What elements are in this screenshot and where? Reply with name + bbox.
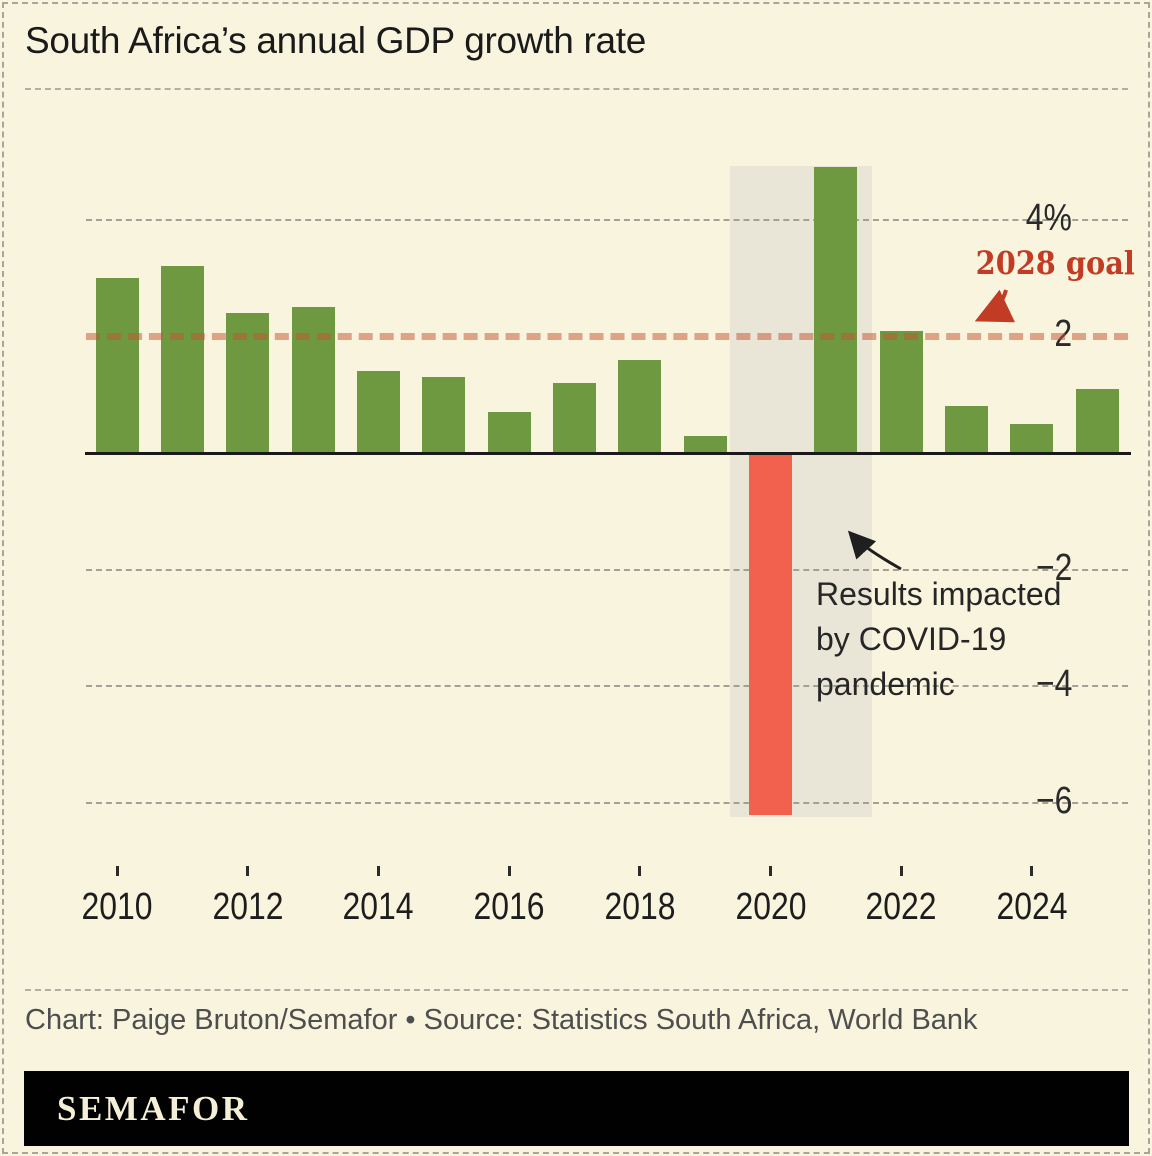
semafor-logo-bar: SEMAFOR — [24, 1071, 1129, 1146]
bar-2010 — [95, 278, 139, 453]
goal-target-line — [86, 333, 1128, 340]
x-tick-2024 — [1030, 866, 1034, 876]
x-tick-2014 — [376, 866, 380, 876]
bar-2017 — [552, 383, 596, 453]
x-tick-2016 — [507, 866, 511, 876]
bar-2020 — [749, 453, 792, 815]
gridline--6 — [86, 801, 1128, 804]
x-tick-2010 — [115, 866, 119, 876]
chart-title: South Africa’s annual GDP growth rate — [25, 20, 647, 61]
bar-2018 — [618, 359, 662, 453]
bar-2021 — [814, 167, 858, 453]
x-axis-label-2020: 2020 — [734, 886, 807, 928]
goal-label: 2028 goal — [975, 244, 1135, 282]
x-axis-label-2018: 2018 — [604, 886, 676, 928]
x-axis-label-2016: 2016 — [473, 886, 545, 928]
semafor-wordmark: SEMAFOR — [57, 1089, 250, 1128]
x-tick-2020 — [769, 866, 772, 876]
bar-2014 — [356, 371, 400, 453]
bar-2022 — [879, 330, 923, 453]
x-axis-label-2014: 2014 — [342, 886, 414, 928]
bar-2016 — [487, 412, 531, 453]
bar-2013 — [291, 307, 335, 453]
credit-line: Chart: Paige Bruton/Semafor • Source: St… — [25, 1004, 978, 1036]
bar-2011 — [160, 266, 204, 453]
covid-annotation: Results impacted by COVID-19 pandemic — [816, 572, 1061, 707]
bar-2023 — [945, 406, 989, 453]
footer-divider — [25, 989, 1128, 991]
title-divider — [25, 88, 1128, 90]
x-axis-label-2022: 2022 — [865, 886, 937, 928]
y-axis-label-4: 4% — [1025, 196, 1072, 239]
x-axis-label-2012: 2012 — [212, 886, 284, 928]
bar-2019 — [683, 435, 727, 453]
x-axis-label-2024: 2024 — [996, 886, 1068, 928]
gridline--2 — [86, 568, 1128, 571]
covid-annotation-line3: pandemic — [816, 666, 955, 702]
x-tick-2018 — [638, 866, 642, 876]
gridline--4 — [86, 685, 1128, 688]
x-axis-label-2010: 2010 — [81, 886, 153, 928]
gridline-4 — [86, 218, 1128, 221]
y-axis-label--2: −2 — [1035, 546, 1072, 589]
x-axis-baseline — [85, 452, 1131, 455]
covid-annotation-line2: by COVID-19 — [816, 621, 1007, 657]
y-axis-label--6: −6 — [1035, 779, 1072, 822]
bar-2024 — [1010, 423, 1054, 453]
covid-annotation-line1: Results impacted — [816, 576, 1062, 612]
bar-2015 — [422, 377, 466, 453]
x-tick-2012 — [246, 866, 250, 876]
goal-label-arrow — [974, 289, 1016, 323]
x-tick-2022 — [899, 866, 903, 876]
bar-2025 — [1075, 388, 1119, 453]
y-axis-label--4: −4 — [1035, 663, 1072, 706]
